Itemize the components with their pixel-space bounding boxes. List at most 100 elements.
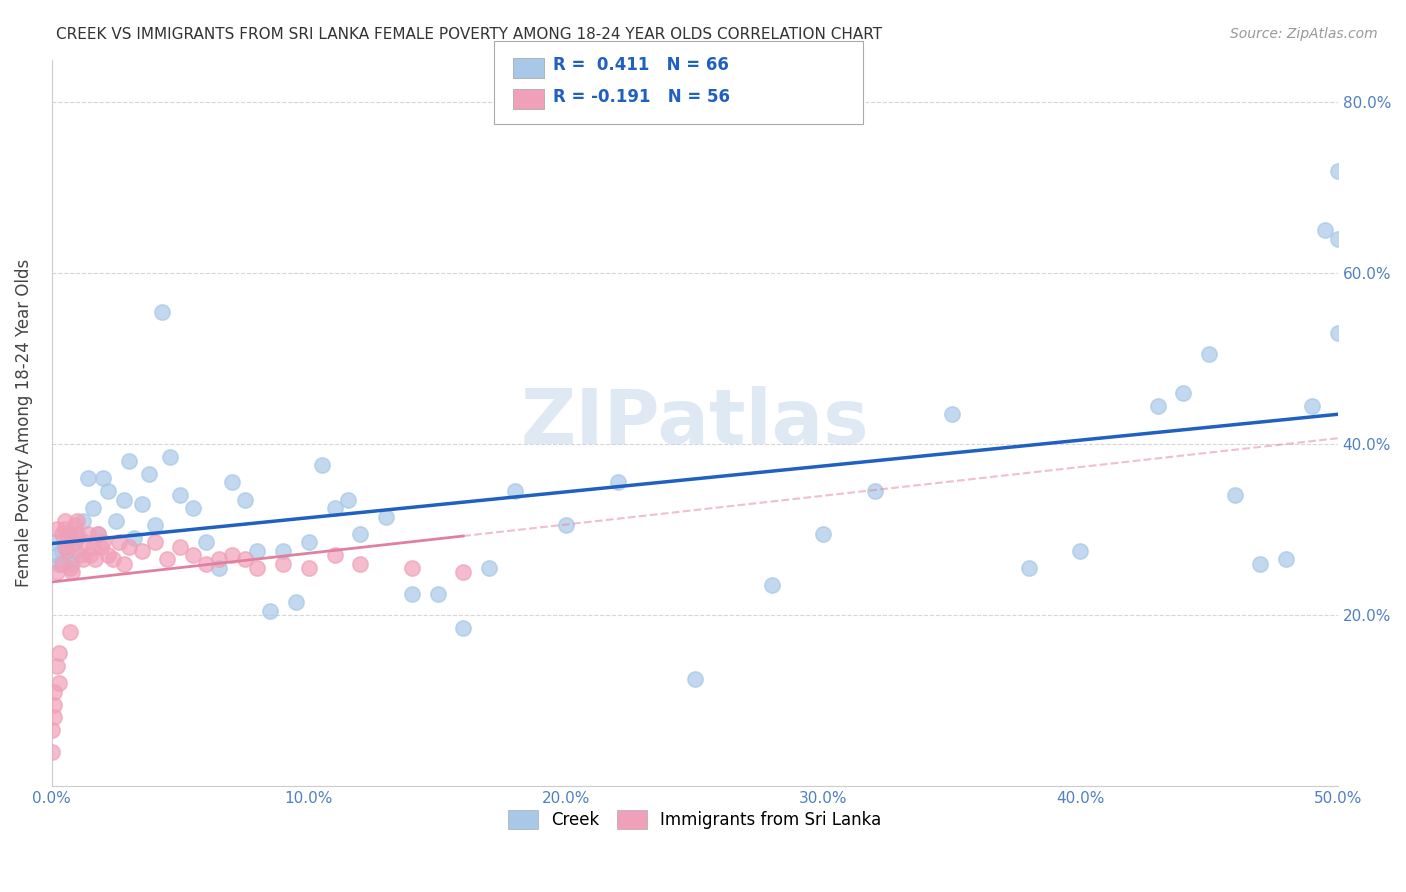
Point [195, 557, 218, 571]
Point [336, 492, 359, 507]
Point [195, 535, 218, 549]
Point [66, 514, 89, 528]
Text: CREEK VS IMMIGRANTS FROM SRI LANKA FEMALE POVERTY AMONG 18-24 YEAR OLDS CORRELAT: CREEK VS IMMIGRANTS FROM SRI LANKA FEMAL… [56, 27, 883, 42]
Point [118, 454, 141, 468]
Point [60, 557, 83, 571]
Point [761, 578, 783, 592]
Point [56, 552, 79, 566]
Point [1250, 557, 1272, 571]
Point [51, 526, 73, 541]
Point [44, 698, 66, 712]
Point [478, 561, 501, 575]
Point [131, 544, 153, 558]
Point [76, 471, 98, 485]
Point [150, 304, 173, 318]
Point [159, 450, 181, 464]
Point [66, 526, 89, 541]
Text: ZIPatlas: ZIPatlas [520, 385, 869, 459]
Point [53, 514, 76, 528]
Point [53, 540, 76, 554]
Text: R =  0.411   N = 66: R = 0.411 N = 66 [553, 56, 728, 74]
Point [112, 557, 135, 571]
Point [349, 557, 371, 571]
Point [298, 535, 321, 549]
Point [298, 561, 321, 575]
Text: R = -0.191   N = 56: R = -0.191 N = 56 [553, 87, 730, 105]
Point [79, 548, 101, 562]
Point [138, 467, 160, 481]
Point [112, 492, 135, 507]
Point [1018, 561, 1040, 575]
Point [311, 458, 333, 473]
Point [56, 544, 79, 558]
Point [1198, 347, 1220, 361]
Point [181, 501, 204, 516]
Point [1146, 399, 1168, 413]
Point [259, 604, 281, 618]
Point [97, 548, 120, 562]
Point [208, 552, 231, 566]
Point [1313, 223, 1336, 237]
Point [75, 535, 97, 549]
Point [87, 526, 110, 541]
Point [555, 518, 578, 533]
Point [375, 509, 398, 524]
Point [59, 526, 82, 541]
Point [426, 586, 449, 600]
Point [606, 475, 628, 490]
Point [41, 723, 63, 738]
Point [323, 501, 346, 516]
Point [69, 548, 91, 562]
Point [169, 488, 191, 502]
Point [103, 552, 125, 566]
Point [60, 531, 83, 545]
Point [82, 540, 104, 554]
Point [87, 526, 110, 541]
Point [45, 565, 67, 579]
Point [44, 685, 66, 699]
Point [118, 540, 141, 554]
Point [105, 514, 128, 528]
Point [246, 544, 269, 558]
Point [1275, 552, 1298, 566]
Point [156, 552, 179, 566]
Point [1173, 385, 1195, 400]
Point [143, 535, 166, 549]
Point [59, 625, 82, 640]
Point [63, 544, 86, 558]
Point [208, 561, 231, 575]
Point [349, 526, 371, 541]
Point [53, 523, 76, 537]
Point [53, 540, 76, 554]
Y-axis label: Female Poverty Among 18-24 Year Olds: Female Poverty Among 18-24 Year Olds [15, 259, 32, 587]
Point [131, 497, 153, 511]
Text: Source: ZipAtlas.com: Source: ZipAtlas.com [1230, 27, 1378, 41]
Point [107, 535, 129, 549]
Point [1326, 163, 1348, 178]
Point [246, 561, 269, 575]
Point [76, 526, 98, 541]
Point [813, 526, 835, 541]
Point [181, 548, 204, 562]
Point [1326, 326, 1348, 340]
Point [143, 518, 166, 533]
Point [503, 483, 526, 498]
Legend: Creek, Immigrants from Sri Lanka: Creek, Immigrants from Sri Lanka [502, 803, 887, 836]
Point [48, 557, 70, 571]
Point [401, 561, 423, 575]
Point [51, 557, 73, 571]
Point [233, 552, 256, 566]
Point [44, 710, 66, 724]
Point [221, 475, 243, 490]
Point [683, 672, 706, 686]
Point [401, 586, 423, 600]
Point [91, 535, 114, 549]
Point [1326, 232, 1348, 246]
Point [44, 535, 66, 549]
Point [122, 531, 145, 545]
Point [56, 526, 79, 541]
Point [66, 531, 89, 545]
Point [82, 501, 104, 516]
Point [271, 557, 294, 571]
Point [60, 565, 83, 579]
